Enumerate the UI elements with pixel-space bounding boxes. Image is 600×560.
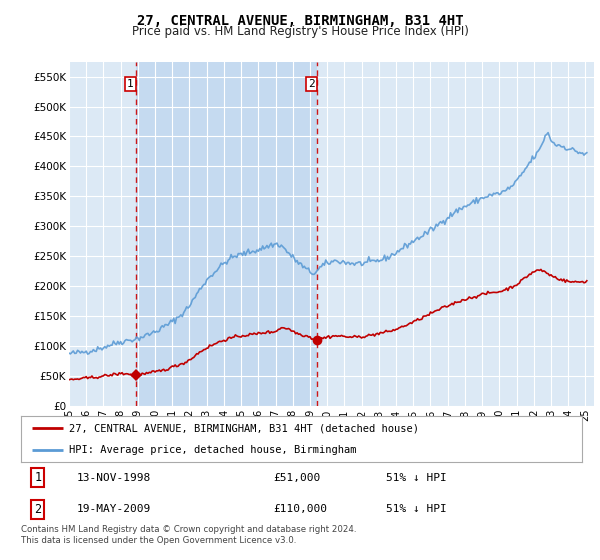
Text: 1: 1 (34, 471, 41, 484)
Text: 51% ↓ HPI: 51% ↓ HPI (386, 473, 446, 483)
Text: 1: 1 (127, 79, 134, 89)
Text: 2: 2 (308, 79, 315, 89)
Bar (136, 62, 317, 406)
Text: 19-MAY-2009: 19-MAY-2009 (77, 504, 151, 514)
Text: 27, CENTRAL AVENUE, BIRMINGHAM, B31 4HT (detached house): 27, CENTRAL AVENUE, BIRMINGHAM, B31 4HT … (68, 423, 419, 433)
Text: 51% ↓ HPI: 51% ↓ HPI (386, 504, 446, 514)
Text: £110,000: £110,000 (274, 504, 328, 514)
Text: Contains HM Land Registry data © Crown copyright and database right 2024.
This d: Contains HM Land Registry data © Crown c… (21, 525, 356, 545)
Text: 2: 2 (34, 502, 41, 516)
Text: 27, CENTRAL AVENUE, BIRMINGHAM, B31 4HT: 27, CENTRAL AVENUE, BIRMINGHAM, B31 4HT (137, 14, 463, 28)
Text: £51,000: £51,000 (274, 473, 321, 483)
Text: 13-NOV-1998: 13-NOV-1998 (77, 473, 151, 483)
Text: Price paid vs. HM Land Registry's House Price Index (HPI): Price paid vs. HM Land Registry's House … (131, 25, 469, 38)
Text: HPI: Average price, detached house, Birmingham: HPI: Average price, detached house, Birm… (68, 445, 356, 455)
